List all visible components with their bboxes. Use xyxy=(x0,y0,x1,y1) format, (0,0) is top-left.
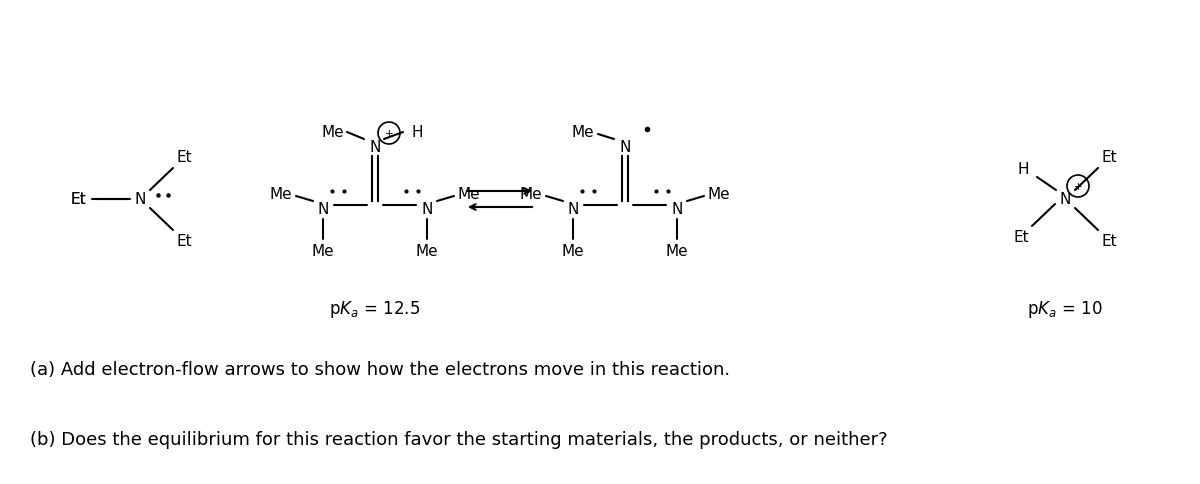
Text: N: N xyxy=(619,140,631,155)
Text: Me: Me xyxy=(312,244,335,259)
Text: N: N xyxy=(1060,192,1070,207)
Text: Et: Et xyxy=(1102,234,1117,249)
Text: N: N xyxy=(134,192,145,207)
Text: Me: Me xyxy=(666,244,689,259)
Text: Me: Me xyxy=(322,125,344,140)
Text: Me: Me xyxy=(708,187,731,202)
Text: N: N xyxy=(568,202,578,217)
Text: N: N xyxy=(317,202,329,217)
Text: +: + xyxy=(385,129,394,139)
Text: N: N xyxy=(671,202,683,217)
Text: Et: Et xyxy=(70,192,86,207)
Text: Et: Et xyxy=(1013,230,1028,245)
Text: Me: Me xyxy=(270,187,293,202)
Text: Me: Me xyxy=(520,187,542,202)
Text: Me: Me xyxy=(571,125,594,140)
Text: N: N xyxy=(421,202,433,217)
Text: +: + xyxy=(1074,182,1082,192)
Text: Me: Me xyxy=(415,244,438,259)
Text: Et: Et xyxy=(176,234,192,249)
Text: N: N xyxy=(370,140,380,155)
Text: Et: Et xyxy=(176,150,192,165)
Text: H: H xyxy=(1018,162,1028,177)
Text: H: H xyxy=(412,125,422,140)
Text: (b) Does the equilibrium for this reaction favor the starting materials, the pro: (b) Does the equilibrium for this reacti… xyxy=(30,430,888,448)
Text: p$K_a$ = 10: p$K_a$ = 10 xyxy=(1027,299,1103,320)
Text: p$K_a$ = 12.5: p$K_a$ = 12.5 xyxy=(330,299,420,320)
Text: (a) Add electron-flow arrows to show how the electrons move in this reaction.: (a) Add electron-flow arrows to show how… xyxy=(30,360,730,378)
Text: Me: Me xyxy=(562,244,584,259)
Text: Me: Me xyxy=(457,187,480,202)
Text: Et: Et xyxy=(70,192,86,207)
Text: Et: Et xyxy=(1102,150,1117,165)
